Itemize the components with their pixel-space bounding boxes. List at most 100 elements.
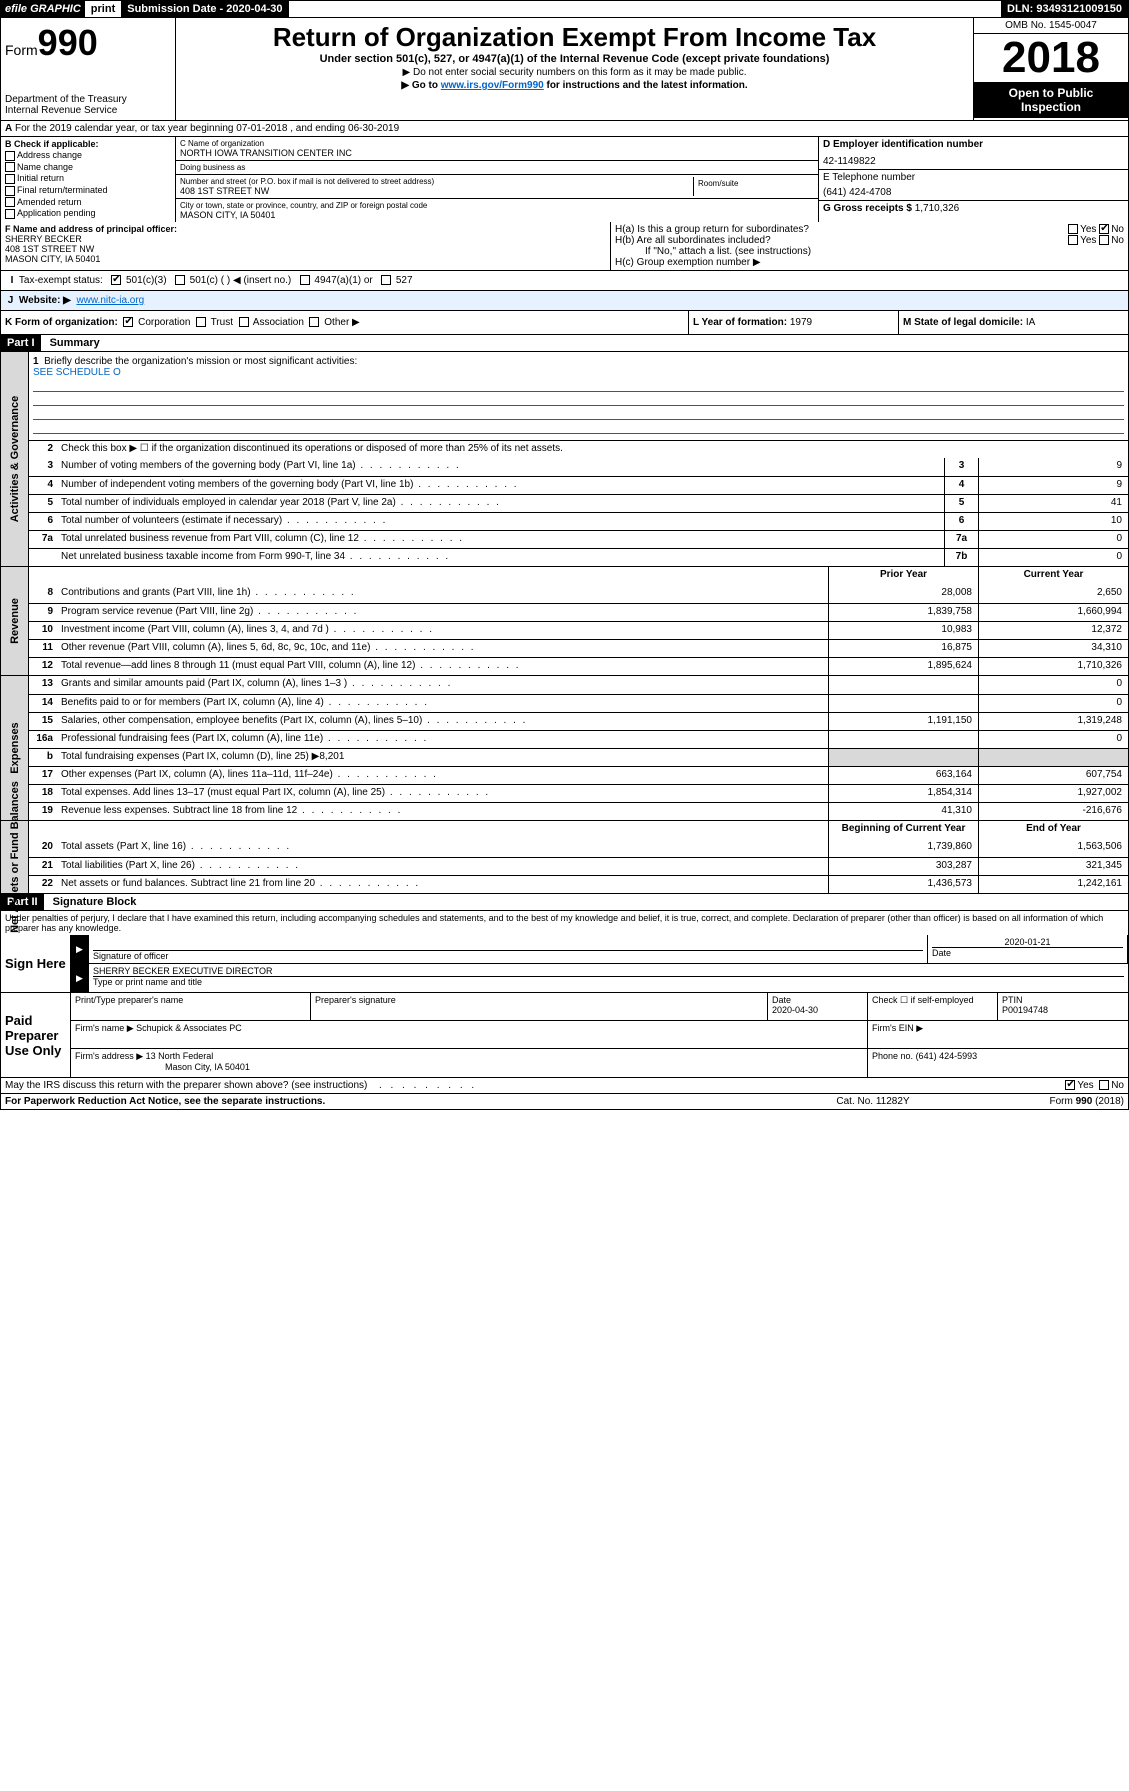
- part2-header-row: Part II Signature Block: [0, 894, 1129, 911]
- chk-final-return[interactable]: Final return/terminated: [5, 185, 171, 196]
- table-row: 21Total liabilities (Part X, line 26)303…: [29, 857, 1128, 875]
- print-button[interactable]: print: [85, 1, 121, 17]
- sig-date: 2020-01-21: [932, 937, 1123, 948]
- discuss-row: May the IRS discuss this return with the…: [0, 1078, 1129, 1094]
- part1-expenses: Expenses 13Grants and similar amounts pa…: [0, 676, 1129, 821]
- paid-preparer-block: Paid Preparer Use Only Print/Type prepar…: [0, 993, 1129, 1078]
- efile-label: efile GRAPHIC: [1, 1, 85, 17]
- firm-addr: 13 North Federal: [146, 1051, 214, 1061]
- website-link[interactable]: www.nitc-ia.org: [76, 295, 144, 306]
- side-netassets: Net Assets or Fund Balances: [9, 781, 21, 933]
- firm-addr-label: Firm's address ▶: [75, 1051, 143, 1061]
- part2-title: Signature Block: [47, 896, 137, 908]
- tax-year: 2018: [974, 34, 1128, 82]
- prep-sig-label: Preparer's signature: [315, 995, 396, 1005]
- chk-initial-return[interactable]: Initial return: [5, 173, 171, 184]
- part2-badge: Part II: [1, 894, 44, 910]
- h-b: H(b) Are all subordinates included? Yes …: [615, 235, 1124, 246]
- table-row: 5Total number of individuals employed in…: [29, 494, 1128, 512]
- table-row: 22Net assets or fund balances. Subtract …: [29, 875, 1128, 893]
- table-row: 13Grants and similar amounts paid (Part …: [29, 676, 1128, 694]
- table-row: 6Total number of volunteers (estimate if…: [29, 512, 1128, 530]
- table-row: 3Number of voting members of the governi…: [29, 458, 1128, 476]
- paperwork-notice: For Paperwork Reduction Act Notice, see …: [1, 1094, 798, 1109]
- section-fh: F Name and address of principal officer:…: [0, 222, 1129, 271]
- sign-here-block: Sign Here ▶ Signature of officer 2020-01…: [0, 935, 1129, 993]
- form-subtitle: Under section 501(c), 527, or 4947(a)(1)…: [180, 53, 969, 65]
- prep-name-label: Print/Type preparer's name: [75, 995, 183, 1005]
- table-row: 20Total assets (Part X, line 16)1,739,86…: [29, 839, 1128, 857]
- line-a-tax-year: A For the 2019 calendar year, or tax yea…: [0, 121, 1129, 137]
- line-j-website: J Website: ▶ www.nitc-ia.org: [0, 291, 1129, 311]
- firm-name-label: Firm's name ▶: [75, 1023, 134, 1033]
- table-row: 16aProfessional fundraising fees (Part I…: [29, 730, 1128, 748]
- dba-label: Doing business as: [180, 163, 814, 172]
- sig-name-label: Type or print name and title: [93, 977, 202, 987]
- gross-label: G Gross receipts $: [823, 203, 912, 214]
- goto-note: ▶ Go to www.irs.gov/Form990 for instruct…: [180, 80, 969, 91]
- cat-no: Cat. No. 11282Y: [798, 1094, 948, 1109]
- chk-amended[interactable]: Amended return: [5, 197, 171, 208]
- table-row: 17Other expenses (Part IX, column (A), l…: [29, 766, 1128, 784]
- chk-application-pending[interactable]: Application pending: [5, 208, 171, 219]
- org-name: NORTH IOWA TRANSITION CENTER INC: [180, 148, 814, 158]
- addr-label: Number and street (or P.O. box if mail i…: [180, 177, 693, 186]
- prep-date: 2020-04-30: [772, 1005, 818, 1015]
- end-year-hdr: End of Year: [978, 821, 1128, 839]
- part1-revenue: Revenue Prior Year Current Year 8Contrib…: [0, 567, 1129, 676]
- prior-year-hdr: Prior Year: [828, 567, 978, 585]
- top-bar: efile GRAPHIC print Submission Date - 20…: [0, 0, 1129, 18]
- ptin-value: P00194748: [1002, 1005, 1048, 1015]
- ssn-note: ▶ Do not enter social security numbers o…: [180, 67, 969, 78]
- self-employed-check[interactable]: Check ☐ if self-employed: [868, 993, 998, 1020]
- table-row: 7aTotal unrelated business revenue from …: [29, 530, 1128, 548]
- discuss-question: May the IRS discuss this return with the…: [5, 1080, 367, 1091]
- form-header: Form990 Department of the Treasury Inter…: [0, 18, 1129, 121]
- side-revenue: Revenue: [9, 598, 21, 644]
- prep-phone-label: Phone no.: [872, 1051, 913, 1061]
- officer-addr1: 408 1ST STREET NW: [5, 244, 94, 254]
- firm-name[interactable]: Schupick & Associates PC: [136, 1023, 242, 1033]
- phone-value: (641) 424-4708: [823, 183, 1124, 198]
- line2: Check this box ▶ ☐ if the organization d…: [57, 441, 1128, 458]
- table-row: 15Salaries, other compensation, employee…: [29, 712, 1128, 730]
- firm-city: Mason City, IA 50401: [75, 1062, 250, 1072]
- officer-name: SHERRY BECKER: [5, 234, 82, 244]
- ein-label: D Employer identification number: [823, 139, 1124, 150]
- part1-title: Summary: [44, 337, 100, 349]
- gross-value: 1,710,326: [915, 203, 960, 214]
- table-row: Net unrelated business taxable income fr…: [29, 548, 1128, 566]
- section-bcdeg: B Check if applicable: Address change Na…: [0, 137, 1129, 222]
- table-row: 11Other revenue (Part VIII, column (A), …: [29, 639, 1128, 657]
- table-row: 9Program service revenue (Part VIII, lin…: [29, 603, 1128, 621]
- table-row: 12Total revenue—add lines 8 through 11 (…: [29, 657, 1128, 675]
- section-b-label: B Check if applicable:: [5, 139, 171, 149]
- submission-date: Submission Date - 2020-04-30: [121, 1, 288, 17]
- chk-name-change[interactable]: Name change: [5, 162, 171, 173]
- chk-address-change[interactable]: Address change: [5, 150, 171, 161]
- line-klm: K Form of organization: Corporation Trus…: [0, 311, 1129, 335]
- city-label: City or town, state or province, country…: [180, 201, 814, 210]
- sig-name: SHERRY BECKER EXECUTIVE DIRECTOR: [93, 966, 1124, 977]
- beg-year-hdr: Beginning of Current Year: [828, 821, 978, 839]
- sign-here-label: Sign Here: [1, 935, 71, 992]
- h-a: H(a) Is this a group return for subordin…: [615, 224, 1124, 235]
- city-value: MASON CITY, IA 50401: [180, 210, 814, 220]
- addr-value: 408 1ST STREET NW: [180, 186, 693, 196]
- table-row: 18Total expenses. Add lines 13–17 (must …: [29, 784, 1128, 802]
- arrow-icon-2: ▶: [71, 964, 89, 992]
- current-year-hdr: Current Year: [978, 567, 1128, 585]
- form990-link[interactable]: www.irs.gov/Form990: [441, 80, 544, 91]
- ein-value: 42-1149822: [823, 150, 1124, 167]
- ptin-label: PTIN: [1002, 995, 1023, 1005]
- line1-label: Briefly describe the organization's miss…: [44, 356, 357, 367]
- line1-value: SEE SCHEDULE O: [33, 367, 121, 378]
- table-row: 19Revenue less expenses. Subtract line 1…: [29, 802, 1128, 820]
- table-row: 10Investment income (Part VIII, column (…: [29, 621, 1128, 639]
- dln-label: DLN: 93493121009150: [1001, 1, 1128, 17]
- part1-netassets: Net Assets or Fund Balances Beginning of…: [0, 821, 1129, 894]
- prep-phone: (641) 424-5993: [916, 1051, 978, 1061]
- sig-date-label: Date: [932, 948, 951, 958]
- part1-badge: Part I: [1, 335, 41, 351]
- room-label: Room/suite: [698, 179, 810, 188]
